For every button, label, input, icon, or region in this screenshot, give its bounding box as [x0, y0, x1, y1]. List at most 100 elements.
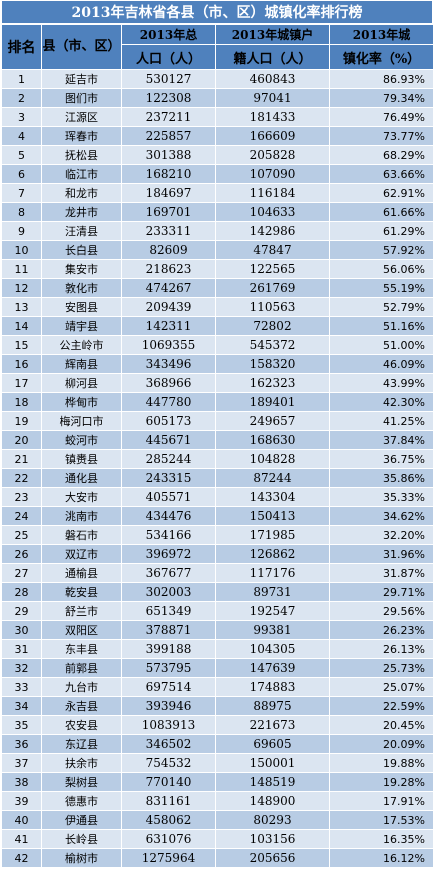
total-population-cell: 447780: [121, 392, 216, 412]
rank-cell: 25: [1, 525, 42, 545]
urbanization-rate-cell: 42.30%: [329, 392, 434, 412]
table-row: 5 抚松县 301388 205828 68.29%: [1, 145, 434, 165]
rank-cell: 38: [1, 772, 42, 792]
urban-population-cell: 116184: [215, 183, 330, 203]
total-population-cell: 631076: [121, 829, 216, 849]
table-row: 29 舒兰市 651349 192547 29.56%: [1, 601, 434, 621]
rank-cell: 20: [1, 430, 42, 450]
county-name-cell: 东丰县: [41, 639, 122, 659]
total-population-cell: 343496: [121, 354, 216, 374]
rank-cell: 29: [1, 601, 42, 621]
urban-population-cell: 545372: [215, 335, 330, 355]
urbanization-rate-cell: 25.73%: [329, 658, 434, 678]
rank-cell: 18: [1, 392, 42, 412]
rank-cell: 42: [1, 848, 42, 868]
total-population-cell: 122308: [121, 88, 216, 108]
urbanization-rate-cell: 35.86%: [329, 468, 434, 488]
total-population-cell: 302003: [121, 582, 216, 602]
county-name-cell: 延吉市: [41, 69, 122, 89]
total-population-cell: 1083913: [121, 715, 216, 735]
total-population-cell: 530127: [121, 69, 216, 89]
urban-population-cell: 148519: [215, 772, 330, 792]
urban-population-cell: 104633: [215, 202, 330, 222]
rank-cell: 34: [1, 696, 42, 716]
county-name-cell: 农安县: [41, 715, 122, 735]
total-population-cell: 367677: [121, 563, 216, 583]
total-population-cell: 233311: [121, 221, 216, 241]
rank-cell: 27: [1, 563, 42, 583]
county-name-cell: 临江市: [41, 164, 122, 184]
rank-cell: 40: [1, 810, 42, 830]
rank-cell: 1: [1, 69, 42, 89]
table-row: 32 前郭县 573795 147639 25.73%: [1, 658, 434, 678]
urban-population-cell: 117176: [215, 563, 330, 583]
table-row: 23 大安市 405571 143304 35.33%: [1, 487, 434, 507]
table-row: 19 梅河口市 605173 249657 41.25%: [1, 411, 434, 431]
total-population-cell: 697514: [121, 677, 216, 697]
rank-cell: 24: [1, 506, 42, 526]
urbanization-rate-cell: 73.77%: [329, 126, 434, 146]
rank-cell: 14: [1, 316, 42, 336]
urban-population-cell: 174883: [215, 677, 330, 697]
urbanization-rate-cell: 29.56%: [329, 601, 434, 621]
rank-cell: 37: [1, 753, 42, 773]
header-population-line2: 人口（人）: [121, 44, 216, 70]
total-population-cell: 434476: [121, 506, 216, 526]
urbanization-rate-cell: 37.84%: [329, 430, 434, 450]
county-name-cell: 安图县: [41, 297, 122, 317]
table-row: 9 汪清县 233311 142986 61.29%: [1, 221, 434, 241]
table-row: 3 江源区 237211 181433 76.49%: [1, 107, 434, 127]
table-row: 16 辉南县 343496 158320 46.09%: [1, 354, 434, 374]
total-population-cell: 651349: [121, 601, 216, 621]
rank-cell: 12: [1, 278, 42, 298]
county-name-cell: 双辽市: [41, 544, 122, 564]
table-row: 18 桦甸市 447780 189401 42.30%: [1, 392, 434, 412]
urbanization-rate-cell: 36.75%: [329, 449, 434, 469]
county-name-cell: 公主岭市: [41, 335, 122, 355]
urban-population-cell: 69605: [215, 734, 330, 754]
county-name-cell: 江源区: [41, 107, 122, 127]
rank-cell: 39: [1, 791, 42, 811]
total-population-cell: 301388: [121, 145, 216, 165]
urban-population-cell: 166609: [215, 126, 330, 146]
header-urban-line1: 2013年城镇户: [215, 24, 330, 45]
table-row: 6 临江市 168210 107090 63.66%: [1, 164, 434, 184]
table-row: 30 双阳区 378871 99381 26.23%: [1, 620, 434, 640]
rank-cell: 4: [1, 126, 42, 146]
urbanization-rate-cell: 19.88%: [329, 753, 434, 773]
table-row: 13 安图县 209439 110563 52.79%: [1, 297, 434, 317]
table-row: 17 柳河县 368966 162323 43.99%: [1, 373, 434, 393]
urban-population-cell: 460843: [215, 69, 330, 89]
table-row: 41 长岭县 631076 103156 16.35%: [1, 829, 434, 849]
urban-population-cell: 103156: [215, 829, 330, 849]
county-name-cell: 和龙市: [41, 183, 122, 203]
urbanization-rate-cell: 41.25%: [329, 411, 434, 431]
table-row: 35 农安县 1083913 221673 20.45%: [1, 715, 434, 735]
urban-population-cell: 99381: [215, 620, 330, 640]
total-population-cell: 168210: [121, 164, 216, 184]
header-population-line1: 2013年总: [121, 24, 216, 45]
county-name-cell: 龙井市: [41, 202, 122, 222]
county-name-cell: 扶余市: [41, 753, 122, 773]
table-row: 22 通化县 243315 87244 35.86%: [1, 468, 434, 488]
urban-population-cell: 122565: [215, 259, 330, 279]
urbanization-rate-cell: 25.07%: [329, 677, 434, 697]
county-name-cell: 大安市: [41, 487, 122, 507]
county-name-cell: 集安市: [41, 259, 122, 279]
table-row: 12 敦化市 474267 261769 55.19%: [1, 278, 434, 298]
county-name-cell: 梨树县: [41, 772, 122, 792]
total-population-cell: 169701: [121, 202, 216, 222]
urban-population-cell: 205828: [215, 145, 330, 165]
ranking-table: 排名 县（市、区） 2013年总 2013年城镇户 2013年城 人口（人） 籍…: [1, 24, 434, 868]
urban-population-cell: 181433: [215, 107, 330, 127]
table-row: 10 长白县 82609 47847 57.92%: [1, 240, 434, 260]
urbanization-rate-cell: 76.49%: [329, 107, 434, 127]
table-row: 1 延吉市 530127 460843 86.93%: [1, 69, 434, 89]
rank-cell: 21: [1, 449, 42, 469]
county-name-cell: 舒兰市: [41, 601, 122, 621]
total-population-cell: 393946: [121, 696, 216, 716]
urbanization-rate-cell: 34.62%: [329, 506, 434, 526]
urbanization-rate-cell: 61.29%: [329, 221, 434, 241]
county-name-cell: 双阳区: [41, 620, 122, 640]
table-row: 38 梨树县 770140 148519 19.28%: [1, 772, 434, 792]
